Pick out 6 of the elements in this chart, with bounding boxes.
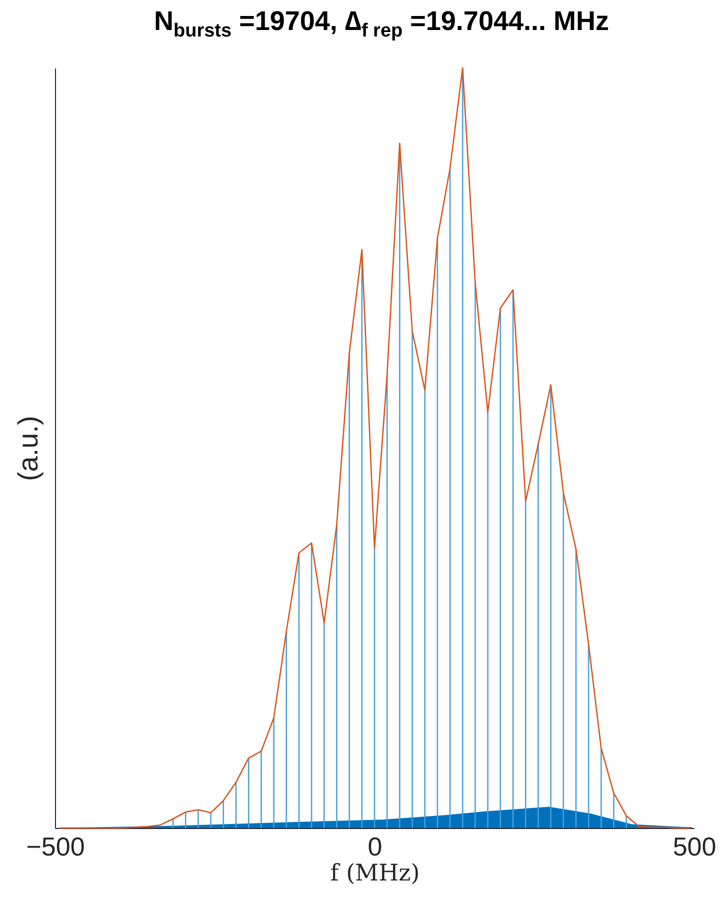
y-axis-title: (a.u.) xyxy=(12,416,44,482)
x-tick-label: 0 xyxy=(368,832,382,862)
chart-title: N$_{bursts}$ =19704, ∆$_{f rep}$ =19.7044... MHz xyxy=(152,5,610,44)
x-axis-title: f (MHz) xyxy=(330,860,420,886)
x-tick-label: −500 xyxy=(26,832,85,862)
x-tick-label: 500 xyxy=(672,832,716,862)
